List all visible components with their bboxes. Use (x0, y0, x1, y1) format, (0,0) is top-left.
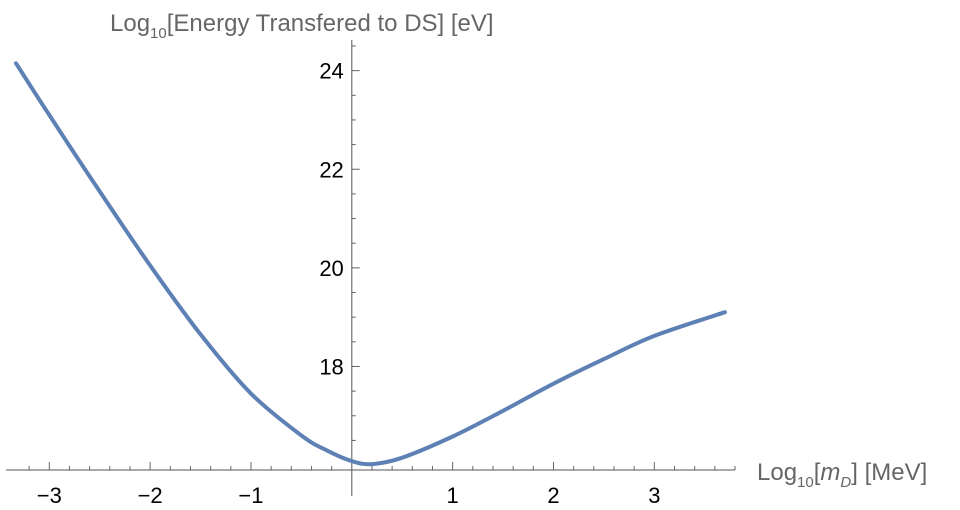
tick-labels: −3 −2 −1 1 2 3 18 20 22 24 (37, 59, 661, 508)
y-axis-title-subscript: 10 (150, 25, 167, 42)
x-tick-label: −2 (138, 483, 163, 508)
x-tick-label: 2 (547, 483, 559, 508)
x-axis-title-variable: m (820, 459, 840, 486)
x-axis-title-subscript: 10 (797, 474, 814, 491)
y-axis-title-prefix: Log (110, 10, 150, 37)
x-tick-label: 1 (447, 483, 459, 508)
x-axis-title: Log10[mD] [MeV] (757, 459, 927, 491)
minor-ticks (28, 45, 736, 470)
y-tick-label: 18 (319, 354, 343, 379)
y-axis-title: Log10[Energy Transfered to DS] [eV] (110, 10, 494, 42)
y-tick-label: 20 (319, 256, 343, 281)
x-axis-title-variable-subscript: D (840, 474, 851, 491)
x-axis-title-open: [ (814, 459, 821, 486)
major-ticks (48, 70, 655, 470)
x-tick-label: −1 (238, 483, 263, 508)
y-tick-label: 24 (319, 59, 343, 84)
y-tick-label: 22 (319, 157, 343, 182)
x-tick-label: 3 (648, 483, 660, 508)
series-group (14, 61, 727, 467)
x-axis-title-close: ] [MeV] (851, 459, 927, 486)
x-tick-label: −3 (37, 483, 62, 508)
series-line (14, 61, 727, 467)
y-axis-title-rest: [Energy Transfered to DS] [eV] (167, 10, 494, 37)
x-axis-title-prefix: Log (757, 459, 797, 486)
